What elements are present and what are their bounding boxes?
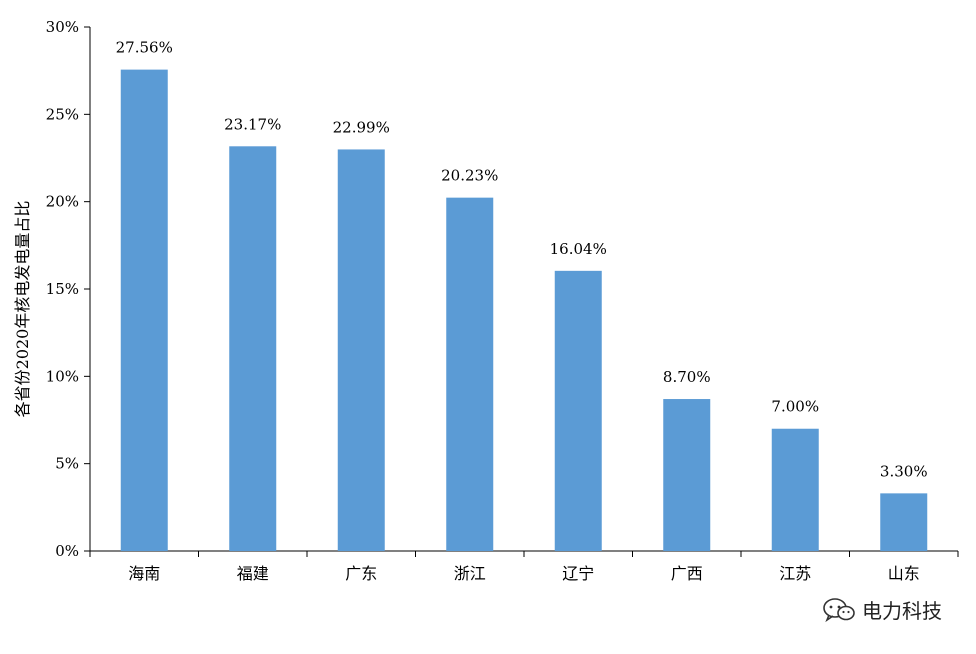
bar xyxy=(446,197,494,551)
category-label: 广东 xyxy=(345,564,377,583)
data-label: 16.04% xyxy=(550,240,607,258)
y-tick-label: 10% xyxy=(46,367,79,385)
bar xyxy=(337,149,385,551)
y-tick-label: 5% xyxy=(55,455,79,473)
category-label: 辽宁 xyxy=(562,564,594,583)
bar xyxy=(771,428,819,551)
data-label: 7.00% xyxy=(771,398,819,416)
category-label: 广西 xyxy=(671,564,703,583)
y-tick-label: 0% xyxy=(55,542,79,560)
y-tick-label: 15% xyxy=(46,280,79,298)
y-axis-label: 各省份2020年核电发电量占比 xyxy=(13,201,32,418)
data-label: 23.17% xyxy=(224,115,281,133)
bar xyxy=(554,270,602,551)
category-label: 江苏 xyxy=(779,564,811,583)
bar xyxy=(880,493,928,551)
data-label: 8.70% xyxy=(663,368,711,386)
bars xyxy=(120,69,928,552)
wechat-icon xyxy=(823,597,855,622)
bar xyxy=(120,69,168,552)
watermark-text: 电力科技 xyxy=(862,599,942,623)
y-tick-label: 20% xyxy=(46,193,79,211)
y-tick-label: 25% xyxy=(46,105,79,123)
data-label: 3.30% xyxy=(880,462,928,480)
data-label: 27.56% xyxy=(116,39,173,57)
data-label: 22.99% xyxy=(333,118,390,136)
category-label: 浙江 xyxy=(454,564,486,583)
bar xyxy=(663,399,711,551)
bar xyxy=(229,146,277,551)
category-label: 海南 xyxy=(128,564,160,583)
labels: 27.56% 海南 23.17% 福建 22.99% 广东 20.23% 浙江 16.04% 辽宁… xyxy=(116,39,928,583)
y-tick-label: 30% xyxy=(46,18,79,36)
data-label: 20.23% xyxy=(441,167,498,185)
axes: 0% 5% 10% 15% 20% 25% 30% xyxy=(46,18,959,560)
category-label: 山东 xyxy=(888,564,920,583)
watermark: 电力科技 xyxy=(822,595,942,624)
category-label: 福建 xyxy=(237,564,269,583)
